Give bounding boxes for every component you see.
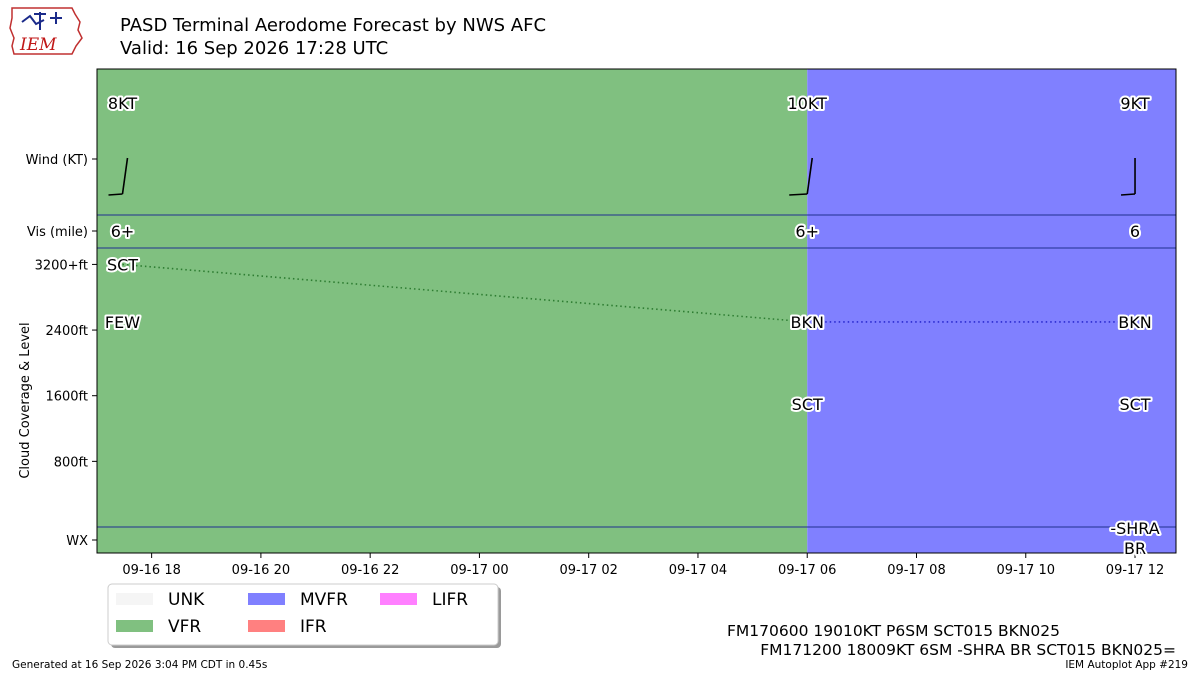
category-band-0 bbox=[97, 69, 808, 553]
legend-swatch-vfr bbox=[116, 620, 153, 632]
y-tick-label-0: 3200+ft bbox=[35, 258, 88, 273]
weather-station-icon bbox=[21, 12, 62, 30]
forecast-period-1: 10KT 6+ BKN SCT bbox=[786, 92, 830, 416]
visibility-label: 6+ bbox=[795, 222, 819, 241]
cloud-label-few: FEW bbox=[105, 313, 140, 332]
legend-label-lifr: LIFR bbox=[432, 590, 468, 610]
x-tick-label-8: 09-17 10 bbox=[997, 563, 1055, 578]
forecast-period-0: 8KT 6+ SCT FEW bbox=[103, 92, 142, 334]
legend-swatch-unk bbox=[116, 593, 153, 605]
legend-swatch-mvfr bbox=[248, 593, 285, 605]
cloud-label-sct: SCT bbox=[792, 395, 823, 414]
row-label-wx: WX bbox=[66, 534, 88, 549]
cloud-label-sct: SCT bbox=[107, 255, 138, 274]
y-axis-label: Cloud Coverage & Level bbox=[18, 322, 33, 478]
wind-barb-flag bbox=[1120, 193, 1136, 196]
wx-label: -SHRA bbox=[1110, 519, 1159, 538]
visibility-label: 6 bbox=[1130, 222, 1140, 241]
logo-text: IEM bbox=[19, 35, 57, 55]
plot-frame bbox=[96, 68, 1177, 554]
x-tick-label-6: 09-17 06 bbox=[778, 563, 836, 578]
cloud-line-sct-0 bbox=[122, 263, 808, 323]
wx-label: BR bbox=[1124, 539, 1146, 558]
y-tick-label-3: 800ft bbox=[54, 455, 88, 470]
legend-label-mvfr: MVFR bbox=[300, 590, 348, 610]
taf-line-1: FM170600 19010KT P6SM SCT015 BKN025 bbox=[727, 622, 1060, 640]
legend-label-unk: UNK bbox=[168, 590, 205, 610]
row-label-vis: Vis (mile) bbox=[27, 225, 88, 240]
x-tick-label-1: 09-16 20 bbox=[232, 563, 290, 578]
wind-barb-flag bbox=[789, 193, 808, 196]
y-tick-label-1: 2400ft bbox=[45, 324, 88, 339]
chart-subtitle: Valid: 16 Sep 2026 17:28 UTC bbox=[120, 38, 388, 59]
taf-line-2: FM171200 18009KT 6SM -SHRA BR SCT015 BKN… bbox=[760, 641, 1176, 659]
row-label-wind: Wind (KT) bbox=[26, 153, 88, 168]
wind-speed-label: 10KT bbox=[788, 94, 828, 113]
cloud-label-sct: SCT bbox=[1119, 395, 1150, 414]
category-band-1 bbox=[807, 69, 1176, 553]
x-tick-label-2: 09-16 22 bbox=[341, 563, 399, 578]
legend-label-ifr: IFR bbox=[300, 617, 327, 637]
x-tick-label-0: 09-16 18 bbox=[122, 563, 180, 578]
plot-area: 09-16 18 09-16 20 09-16 22 09-17 00 09-17 02… bbox=[18, 68, 1177, 578]
x-tick-label-5: 09-17 04 bbox=[669, 563, 727, 578]
iowa-outline-icon bbox=[9, 7, 83, 55]
wind-barb-flag bbox=[108, 193, 123, 196]
legend: UNK VFR MVFR IFR LIFR bbox=[107, 583, 501, 648]
wind-barb-staff bbox=[121, 157, 129, 195]
wind-speed-label: 8KT bbox=[108, 94, 137, 113]
visibility-label: 6+ bbox=[111, 222, 135, 241]
y-tick-label-2: 1600ft bbox=[45, 390, 88, 405]
wind-barb-staff bbox=[806, 157, 814, 195]
x-tick-label-9: 09-17 12 bbox=[1106, 563, 1164, 578]
app-note: IEM Autoplot App #219 bbox=[1065, 659, 1188, 671]
wind-speed-label: 9KT bbox=[1120, 94, 1149, 113]
x-tick-label-7: 09-17 08 bbox=[887, 563, 945, 578]
chart-title: PASD Terminal Aerodome Forecast by NWS A… bbox=[120, 15, 546, 36]
legend-swatch-ifr bbox=[248, 620, 285, 632]
generated-note: Generated at 16 Sep 2026 3:04 PM CDT in … bbox=[12, 659, 267, 671]
cloud-label-bkn: BKN bbox=[1118, 313, 1151, 332]
legend-swatch-lifr bbox=[380, 593, 417, 605]
legend-label-vfr: VFR bbox=[168, 617, 201, 637]
x-tick-label-4: 09-17 02 bbox=[559, 563, 617, 578]
cloud-label-bkn: BKN bbox=[791, 313, 824, 332]
iem-logo: IEM bbox=[9, 7, 83, 55]
x-tick-label-3: 09-17 00 bbox=[450, 563, 508, 578]
